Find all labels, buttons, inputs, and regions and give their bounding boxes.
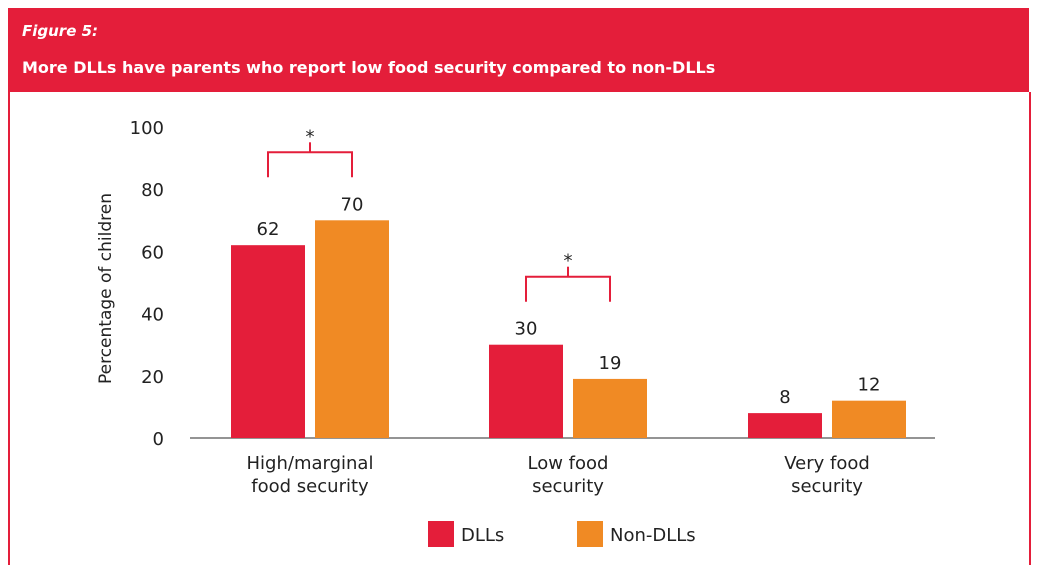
- bar-non-dlls: [832, 400, 906, 438]
- category-label: High/marginal: [247, 453, 374, 474]
- bar-value-label: 30: [515, 319, 538, 340]
- bar-dlls: [748, 413, 822, 438]
- figure-banner: [8, 8, 1029, 92]
- category-label: security: [791, 476, 863, 497]
- y-tick-label: 40: [141, 305, 164, 326]
- significance-bracket: [525, 275, 611, 302]
- bar-value-label: 70: [341, 194, 364, 215]
- bar-non-dlls: [573, 378, 647, 438]
- bar-value-label: 19: [599, 353, 622, 374]
- bar-dlls: [231, 245, 305, 438]
- y-tick-label: 80: [141, 180, 164, 201]
- bar-value-label: 62: [257, 219, 280, 240]
- y-axis-label: Percentage of children: [96, 193, 116, 384]
- significance-marker: *: [564, 251, 573, 272]
- significance-marker: *: [306, 126, 315, 147]
- figure-title: More DLLs have parents who report low fo…: [22, 58, 716, 77]
- y-tick-label: 0: [153, 429, 164, 450]
- figure-frame: [8, 92, 1031, 565]
- figure-label: Figure 5:: [22, 22, 99, 40]
- y-tick-label: 100: [130, 118, 164, 139]
- y-tick-label: 20: [141, 367, 164, 388]
- category-label: food security: [251, 476, 369, 497]
- bar-non-dlls: [315, 220, 389, 438]
- category-label: Low food: [528, 453, 609, 474]
- legend-swatch-dlls: [428, 521, 454, 547]
- bar-value-label: 8: [779, 387, 790, 408]
- legend-swatch-non-dlls: [577, 521, 603, 547]
- category-label: Very food: [784, 453, 870, 474]
- legend-label: Non-DLLs: [610, 525, 696, 546]
- bar-value-label: 12: [858, 375, 881, 396]
- bar-dlls: [489, 344, 563, 438]
- legend-label: DLLs: [461, 525, 504, 546]
- y-tick-label: 60: [141, 242, 164, 263]
- category-label: security: [532, 476, 604, 497]
- significance-bracket: [267, 151, 353, 178]
